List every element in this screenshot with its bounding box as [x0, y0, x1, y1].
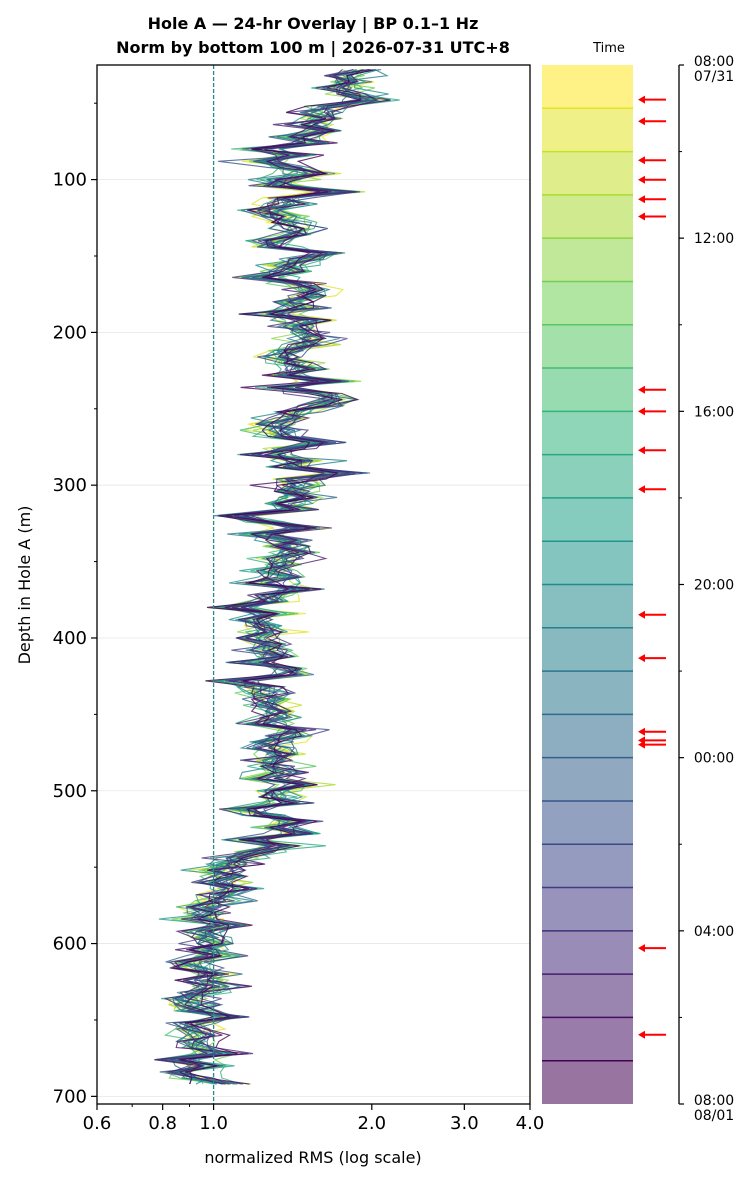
- colorbar-band: [542, 1060, 633, 1104]
- x-tick-label: 3.0: [450, 1113, 479, 1134]
- y-tick-label: 200: [53, 322, 87, 343]
- time-tick-label: 08:00: [694, 1093, 734, 1109]
- series-line: [159, 69, 373, 1085]
- colorbar-band: [542, 800, 633, 845]
- colorbar-band: [542, 497, 633, 542]
- series-line: [171, 69, 372, 1085]
- flag-arrow-head: [638, 385, 645, 394]
- colorbar-band: [542, 541, 633, 585]
- y-tick-label: 700: [53, 1086, 87, 1107]
- y-tick-label: 400: [53, 628, 87, 649]
- time-axis-ticks: 08:0007/3112:0016:0020:0000:0004:0008:00…: [679, 54, 734, 1124]
- colorbar-band: [542, 757, 633, 801]
- time-colorbar: Time 08:0007/3112:0016:0020:0000:0004:00…: [542, 41, 734, 1124]
- flag-arrow-head: [638, 195, 645, 204]
- time-tick-label: 04:00: [694, 924, 734, 940]
- colorbar-band: [542, 454, 633, 498]
- colorbar-band: [542, 411, 633, 455]
- flag-arrow-head: [638, 175, 645, 184]
- y-tick-label: 100: [53, 170, 87, 191]
- colorbar-band: [542, 887, 633, 931]
- x-tick-label: 0.6: [83, 1113, 112, 1134]
- x-axis-ticks: 0.6 0.8 1.0 2.0 3.0 4.0: [83, 1104, 545, 1134]
- colorbar-band: [542, 151, 633, 195]
- colorbar-band: [542, 368, 633, 412]
- time-tick-label: 12:00: [694, 231, 734, 247]
- colorbar-band: [542, 627, 633, 672]
- y-axis-label: Depth in Hole A (m): [15, 506, 34, 665]
- flag-arrow-head: [638, 944, 645, 953]
- colorbar-band: [542, 108, 633, 152]
- flag-arrow-head: [638, 1030, 645, 1039]
- y-tick-label: 300: [53, 475, 87, 496]
- series-line: [170, 69, 375, 1085]
- colorbar-band: [542, 844, 633, 888]
- colorbar-bands: [542, 65, 633, 1104]
- plot-frame: [96, 64, 531, 1105]
- colorbar-band: [542, 974, 633, 1018]
- main-plot-area: 0.6 0.8 1.0 2.0 3.0 4.0 100 200 300 400 500 600 700…: [15, 64, 545, 1167]
- depth-profile-traces: [154, 69, 400, 1085]
- flag-arrow-head: [638, 446, 645, 455]
- colorbar-band: [542, 714, 633, 758]
- series-line: [154, 69, 369, 1085]
- flag-arrow-head: [638, 740, 645, 749]
- flag-arrow-head: [638, 407, 645, 416]
- flag-arrow-head: [638, 156, 645, 165]
- flagged-time-arrows: [638, 95, 666, 1039]
- colorbar-band: [542, 194, 633, 239]
- flag-arrow-head: [638, 610, 645, 619]
- chart-subtitle: Norm by bottom 100 m | 2026-07-31 UTC+8: [116, 38, 510, 58]
- colorbar-band: [542, 238, 633, 282]
- x-tick-label: 1.0: [199, 1113, 228, 1134]
- colorbar-band: [542, 584, 633, 628]
- time-tick-label: 08/01: [694, 1108, 734, 1124]
- y-axis-ticks: 100 200 300 400 500 600 700: [53, 102, 97, 1107]
- x-tick-label: 2.0: [357, 1113, 386, 1134]
- colorbar-band: [542, 65, 633, 109]
- colorbar-label: Time: [592, 41, 625, 56]
- flag-arrow-head: [638, 95, 645, 104]
- time-tick-label: 07/31: [694, 69, 734, 85]
- x-axis-label: normalized RMS (log scale): [204, 1148, 421, 1167]
- y-tick-label: 600: [53, 934, 87, 955]
- colorbar-band: [542, 671, 633, 715]
- time-tick-label: 00:00: [694, 751, 734, 767]
- colorbar-band: [542, 1017, 633, 1061]
- x-tick-label: 0.8: [148, 1113, 177, 1134]
- y-tick-label: 500: [53, 781, 87, 802]
- flag-arrow-head: [638, 212, 645, 221]
- series-line: [174, 69, 391, 1085]
- time-tick-label: 08:00: [694, 54, 734, 70]
- time-tick-label: 16:00: [694, 404, 734, 420]
- time-tick-label: 20:00: [694, 578, 734, 594]
- colorbar-band: [542, 930, 633, 975]
- flag-arrow-head: [638, 117, 645, 126]
- chart-title: Hole A — 24-hr Overlay | BP 0.1–1 Hz: [148, 14, 479, 34]
- colorbar-band: [542, 324, 633, 369]
- colorbar-band: [542, 281, 633, 325]
- flag-arrow-head: [638, 485, 645, 494]
- flag-arrow-head: [638, 727, 645, 736]
- x-tick-label: 4.0: [516, 1113, 545, 1134]
- flag-arrow-head: [638, 654, 645, 663]
